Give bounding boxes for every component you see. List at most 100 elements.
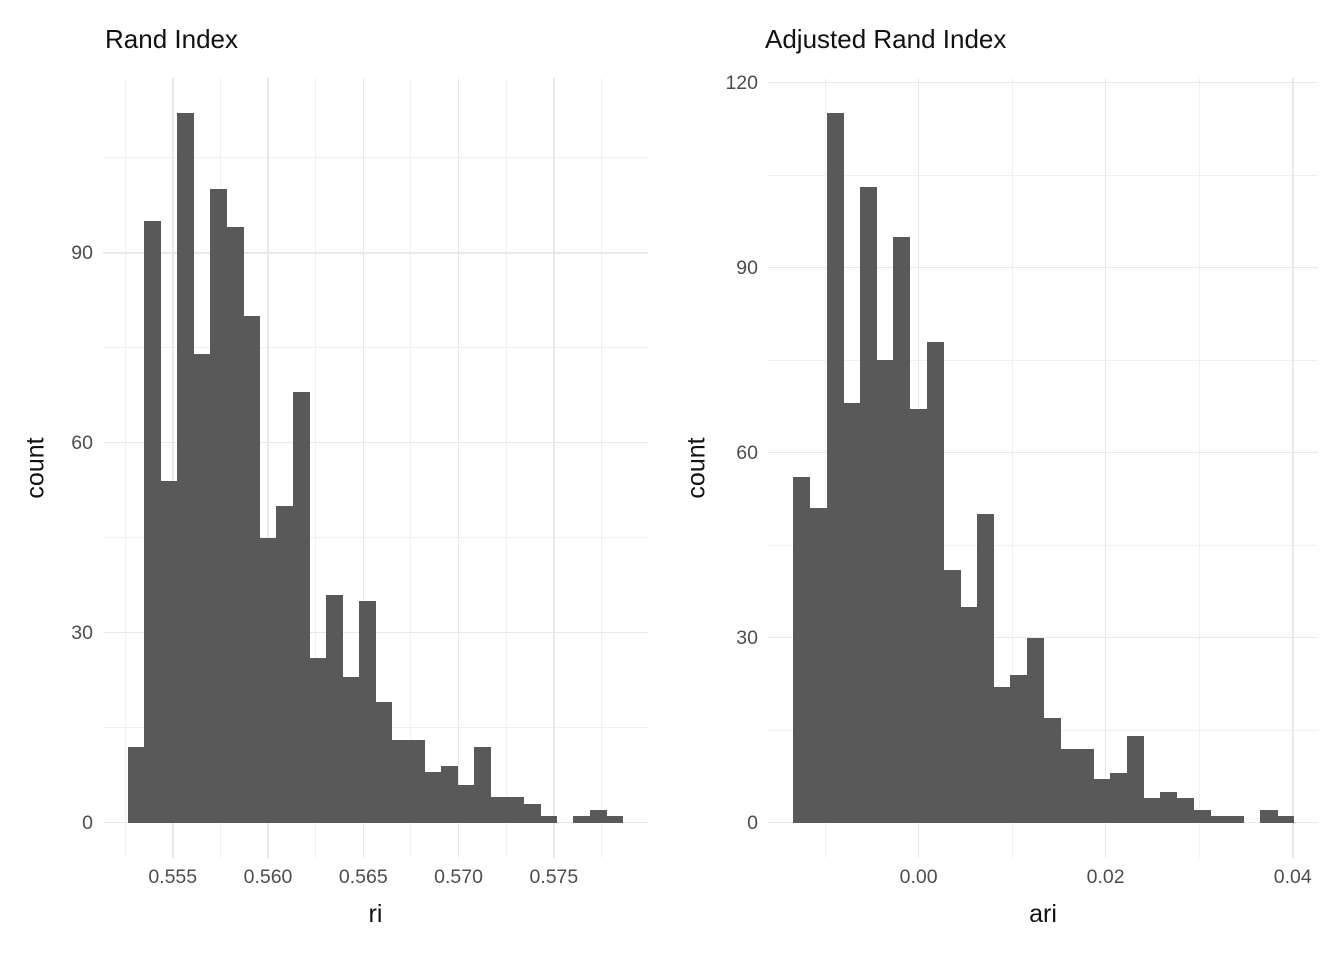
histogram-bar xyxy=(876,360,894,823)
histogram-bar xyxy=(292,392,310,823)
gridline-minor-vertical xyxy=(505,78,507,858)
x-axis-tick-label: 0.565 xyxy=(338,866,388,888)
y-axis-tick-label: 0 xyxy=(82,811,93,834)
histogram-bar xyxy=(441,765,459,823)
gridline-minor-horizontal xyxy=(768,544,1318,546)
histogram-bar xyxy=(490,797,508,823)
histogram-bar xyxy=(1210,816,1228,823)
histogram-bar xyxy=(259,537,277,823)
histogram-bar xyxy=(1160,791,1178,823)
histogram-bar xyxy=(1110,773,1128,823)
gridline-major-vertical xyxy=(362,78,365,858)
gridline-minor-vertical xyxy=(124,78,126,858)
histogram-bar xyxy=(243,316,261,823)
histogram-bar xyxy=(408,740,426,823)
histogram-bar xyxy=(1043,717,1061,823)
gridline-major-horizontal xyxy=(103,821,648,824)
histogram-bar xyxy=(457,784,475,823)
y-axis-tick-label: 30 xyxy=(736,626,758,649)
histogram-bar xyxy=(1093,779,1111,823)
histogram-bar xyxy=(177,113,195,823)
histogram-bar xyxy=(1010,674,1028,823)
histogram-bar xyxy=(943,569,961,823)
histogram-bar xyxy=(309,657,327,823)
histogram-bar xyxy=(1026,637,1044,823)
plot-rand-index: Rand Index count ri 0 30 60 90 0.555 0.560 0.5… xyxy=(22,24,648,928)
histogram-bar xyxy=(474,746,492,823)
gridline-major-vertical xyxy=(267,78,269,858)
plot-title: Adjusted Rand Index xyxy=(765,24,1007,54)
histogram-bar xyxy=(1177,797,1195,823)
histogram-bar xyxy=(993,686,1011,823)
gridline-minor-vertical xyxy=(1011,78,1013,858)
gridline-minor-horizontal xyxy=(103,347,648,349)
gridline-minor-vertical xyxy=(824,78,826,858)
histogram-bar xyxy=(893,236,911,823)
x-axis-tick-label: 0.575 xyxy=(529,866,579,888)
histogram-bar xyxy=(391,740,409,823)
gridline-minor-vertical xyxy=(315,78,317,858)
y-axis-tick-label: 90 xyxy=(71,241,93,264)
histogram-bar xyxy=(144,221,162,823)
gridline-minor-horizontal xyxy=(103,157,648,159)
histogram-bar xyxy=(1227,816,1245,823)
y-axis-tick-label: 90 xyxy=(736,256,758,279)
histogram-bar xyxy=(507,797,525,823)
y-axis-tick-label: 60 xyxy=(736,441,758,464)
gridline-major-horizontal xyxy=(103,251,648,254)
histogram-bar xyxy=(226,227,244,823)
gridline-minor-horizontal xyxy=(768,359,1318,361)
x-axis-tick-label: 0.555 xyxy=(148,866,198,888)
histogram-bar xyxy=(375,702,393,823)
histogram-bar xyxy=(1126,736,1145,823)
gridline-major-vertical xyxy=(1104,78,1107,858)
histogram-bar xyxy=(1143,797,1161,823)
gridline-minor-vertical xyxy=(601,78,602,858)
histogram-bar xyxy=(926,341,944,823)
plot-panel xyxy=(768,78,1318,858)
gridline-major-horizontal xyxy=(103,441,648,444)
histogram-bar xyxy=(573,816,591,823)
histogram-bar xyxy=(424,771,442,823)
histogram-bar xyxy=(606,816,624,823)
gridline-major-horizontal xyxy=(768,821,1318,824)
histogram-bar xyxy=(910,409,928,823)
histogram-bar xyxy=(960,606,978,823)
gridline-major-horizontal xyxy=(768,636,1318,639)
gridline-minor-horizontal xyxy=(768,174,1318,176)
histogram-bar xyxy=(1076,748,1094,823)
histogram-bar xyxy=(589,809,607,823)
histogram-bar xyxy=(793,477,811,823)
y-axis-tick-label: 30 xyxy=(71,621,93,644)
histogram-bar xyxy=(127,746,145,823)
gridline-minor-horizontal xyxy=(103,537,648,539)
plot-panel xyxy=(103,78,648,858)
x-axis-tick-label: 0.00 xyxy=(899,866,938,888)
histogram-bar xyxy=(826,113,844,823)
histogram-bar xyxy=(193,354,211,823)
histogram-bar xyxy=(358,600,376,823)
histogram-bar xyxy=(1060,748,1078,823)
gridline-major-vertical xyxy=(171,78,174,858)
x-axis-tick-label: 0.560 xyxy=(243,866,293,888)
gridline-major-horizontal xyxy=(768,266,1318,269)
histogram-bar xyxy=(210,189,228,823)
gridline-major-horizontal xyxy=(768,451,1318,454)
gridline-minor-vertical xyxy=(410,78,412,858)
x-axis-title: ri xyxy=(368,900,383,928)
y-axis-tick-label: 60 xyxy=(71,431,93,454)
histogram-bar xyxy=(1260,810,1278,823)
plot-title: Rand Index xyxy=(105,24,238,54)
gridline-major-vertical xyxy=(553,78,555,858)
histogram-bar xyxy=(860,187,878,823)
y-axis-tick-label: 120 xyxy=(725,71,758,94)
gridline-major-vertical xyxy=(1291,78,1294,858)
plot-adjusted-rand-index: Adjusted Rand Index count ari 0 30 60 90 120… xyxy=(672,0,1344,960)
x-axis-title: ari xyxy=(1029,900,1057,928)
y-axis-tick-label: 0 xyxy=(747,811,758,834)
histogram-bar xyxy=(325,594,343,823)
histogram-bar xyxy=(976,514,994,823)
histogram-bar xyxy=(809,508,828,823)
histogram-bar xyxy=(276,505,294,823)
